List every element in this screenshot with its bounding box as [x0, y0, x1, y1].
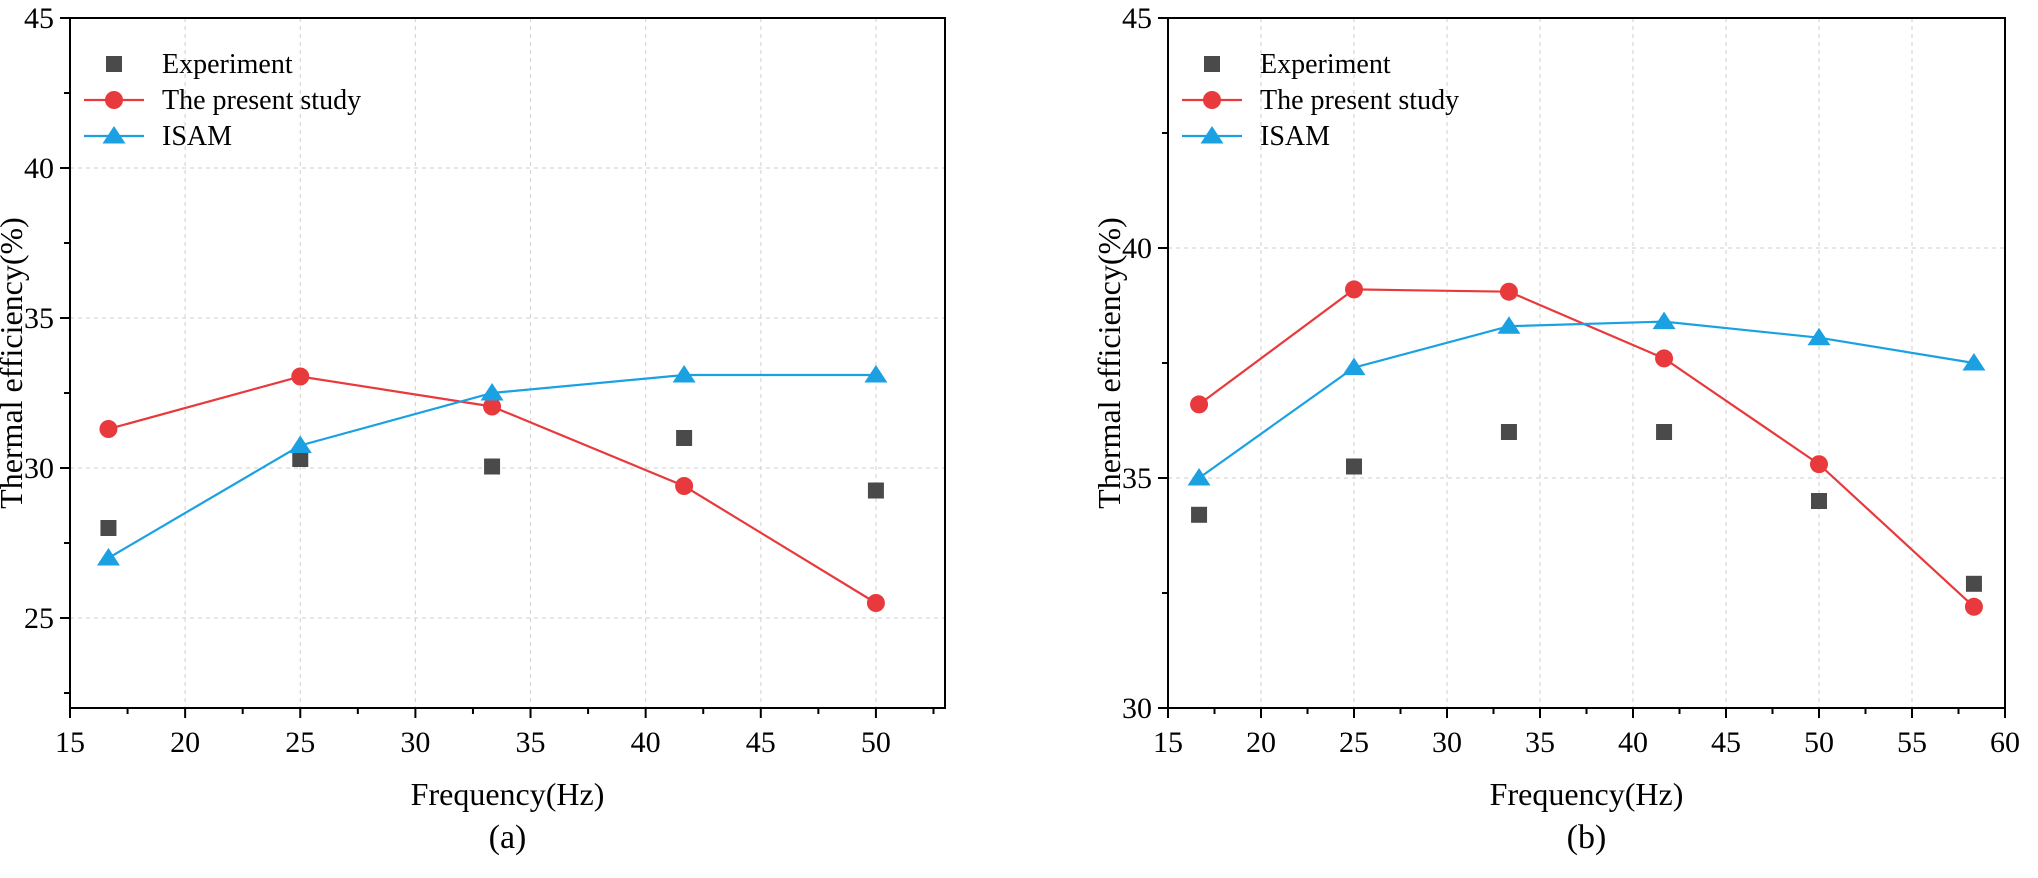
- panel-a-series-the-present-study-point: [675, 477, 694, 495]
- panel-a-x-tick-label: 45: [746, 726, 776, 759]
- panel-b-x-tick-label: 25: [1339, 726, 1369, 759]
- panel-b-y-tick-label: 40: [1122, 232, 1152, 265]
- panel-b-series-experiment-point: [1811, 493, 1827, 509]
- panel-b-y-tick-label: 35: [1122, 462, 1152, 495]
- panel-a-legend-marker: [106, 56, 122, 72]
- panel-a-series-the-present-study-point: [866, 594, 885, 612]
- panel-a-series-experiment-point: [100, 520, 117, 536]
- panel-a-y-tick-label: 30: [24, 452, 54, 485]
- panel-b-series-the-present-study-line: [1198, 288, 1975, 608]
- panel-b-series-isam-point: [1342, 357, 1366, 376]
- panel-a-legend-label: ISAM: [162, 121, 232, 152]
- panel-b-series-the-present-study-point: [1655, 349, 1674, 368]
- panel-b-y-tick-label: 45: [1122, 2, 1152, 35]
- panel-a-legend-label: Experiment: [162, 49, 293, 80]
- panel-a-series-isam-point: [288, 435, 312, 453]
- panel-a-legend-marker: [102, 126, 126, 144]
- panel-a-series-isam-point: [480, 383, 504, 401]
- panel-a-series-isam-point: [96, 548, 120, 566]
- panel-b-series-the-present-study-point: [1964, 597, 1983, 616]
- panel-a-series-experiment-point: [484, 458, 501, 475]
- panel-b-legend-item-experiment: Experiment: [1204, 49, 1391, 80]
- panel-b-series-isam-point: [1497, 316, 1521, 334]
- panel-a-series-isam-point: [672, 365, 696, 383]
- panel-b-x-tick-label: 35: [1525, 726, 1555, 759]
- panel-a-series-the-present-study: [99, 367, 885, 612]
- panel-b-legend-marker: [1204, 56, 1220, 72]
- panel-a-series-experiment-point: [676, 430, 693, 446]
- panel-b-x-tick-label: 20: [1246, 726, 1276, 759]
- panel-a-x-axis-title: Frequency(Hz): [411, 776, 605, 812]
- panel-a-x-tick-label: 25: [285, 726, 315, 759]
- panel-b-series-the-present-study: [1190, 280, 1983, 616]
- panel-b-series-experiment-point: [1656, 424, 1673, 440]
- panel-b-series-isam-point: [1652, 311, 1676, 330]
- panel-b-chart: 15 20 25 30 35 40 45 50 55 60 30 35 40 45 Frequency(Hz…: [1091, 2, 2020, 856]
- panel-b-legend-marker: [1203, 91, 1221, 109]
- panel-b-x-tick-label: 55: [1897, 726, 1927, 759]
- panel-b-legend-marker: [1200, 126, 1224, 144]
- panel-a-series-isam: [96, 365, 888, 566]
- panel-b-x-tick-label: 30: [1432, 726, 1462, 759]
- panel-b-series-the-present-study-point: [1345, 280, 1363, 299]
- panel-b-label: (b): [1567, 819, 1607, 856]
- panel-a-legend-marker: [105, 91, 123, 109]
- panel-b-series-experiment-point: [1346, 458, 1362, 475]
- panel-a-x-tick-label: 20: [170, 726, 200, 759]
- panel-a-legend-item-experiment: Experiment: [106, 49, 293, 80]
- panel-a-series-the-present-study-point: [291, 367, 310, 386]
- panel-b-x-tick-label: 40: [1618, 726, 1648, 759]
- panel-b-y-tick-label: 30: [1122, 692, 1152, 725]
- panel-a-series-the-present-study-point: [483, 397, 502, 416]
- panel-b-x-tick-label: 45: [1711, 726, 1741, 759]
- panel-b-series-experiment-point: [1965, 575, 1982, 592]
- panel-a-x-tick-label: 40: [631, 726, 661, 759]
- panel-b-series-isam-point: [1962, 353, 1986, 371]
- panel-b-legend-label: Experiment: [1260, 49, 1391, 80]
- panel-b-y-axis-title: Thermal efficiency(%): [1091, 217, 1127, 509]
- panel-a-series-experiment-point: [292, 451, 309, 467]
- panel-a-legend-label: The present study: [162, 85, 361, 116]
- panel-b-x-tick-label: 60: [1990, 726, 2020, 759]
- panel-b-x-axis-title: Frequency(Hz): [1490, 776, 1684, 812]
- panel-a-legend-item-isam: ISAM: [84, 121, 232, 152]
- panel-b-legend: Experiment The present study ISAM: [1182, 49, 1459, 152]
- panel-b-series-experiment: [1191, 424, 1982, 592]
- panel-b-series-isam-point: [1187, 468, 1211, 486]
- panel-b-series-the-present-study-point: [1190, 395, 1209, 414]
- panel-a-chart: 15 20 25 30 35 40 45 50 25 30 35 40 45 Frequency(Hz) T…: [0, 2, 946, 856]
- panel-b-series-the-present-study-point: [1810, 455, 1828, 474]
- panel-a-series-the-present-study-point: [99, 420, 118, 438]
- panel-a-x-tick-label: 35: [516, 726, 546, 759]
- panel-b-x-tick-label: 15: [1153, 726, 1183, 759]
- panel-a-y-tick-label: 25: [24, 602, 54, 635]
- panel-b-series-experiment-point: [1191, 506, 1208, 523]
- panel-a-x-tick-label: 50: [861, 726, 891, 759]
- panel-b-legend-item-the-present-study: The present study: [1182, 85, 1459, 116]
- panel-a-series-experiment: [100, 430, 884, 536]
- panel-a-y-tick-label: 45: [24, 2, 54, 35]
- panel-a-label: (a): [489, 819, 527, 856]
- panel-b-series-isam-line: [1198, 320, 1975, 479]
- panel-a-frame: [69, 17, 946, 709]
- panel-b-series-isam-point: [1807, 327, 1831, 346]
- panel-b-series-isam: [1187, 311, 1986, 486]
- panel-b-series-experiment-point: [1500, 424, 1517, 440]
- panel-a-y-tick-label: 35: [24, 302, 54, 335]
- panel-a-series-isam-point: [864, 365, 888, 383]
- panel-a-y-tick-label: 40: [24, 152, 54, 185]
- panel-a-x-tick-label: 15: [55, 726, 85, 759]
- panel-a-x-tick-label: 30: [400, 726, 430, 759]
- panel-b-legend-label: The present study: [1260, 85, 1459, 116]
- panel-a-legend-item-the-present-study: The present study: [84, 85, 361, 116]
- panel-b-x-tick-label: 50: [1804, 726, 1834, 759]
- panel-a-series-experiment-point: [867, 482, 884, 499]
- panel-b-series-the-present-study-point: [1499, 282, 1518, 301]
- panel-b-legend-item-isam: ISAM: [1182, 121, 1330, 152]
- panel-a-legend: Experiment The present study ISAM: [84, 49, 361, 152]
- panel-b-legend-label: ISAM: [1260, 121, 1330, 152]
- panel-a-y-axis-title: Thermal efficiency(%): [0, 217, 29, 509]
